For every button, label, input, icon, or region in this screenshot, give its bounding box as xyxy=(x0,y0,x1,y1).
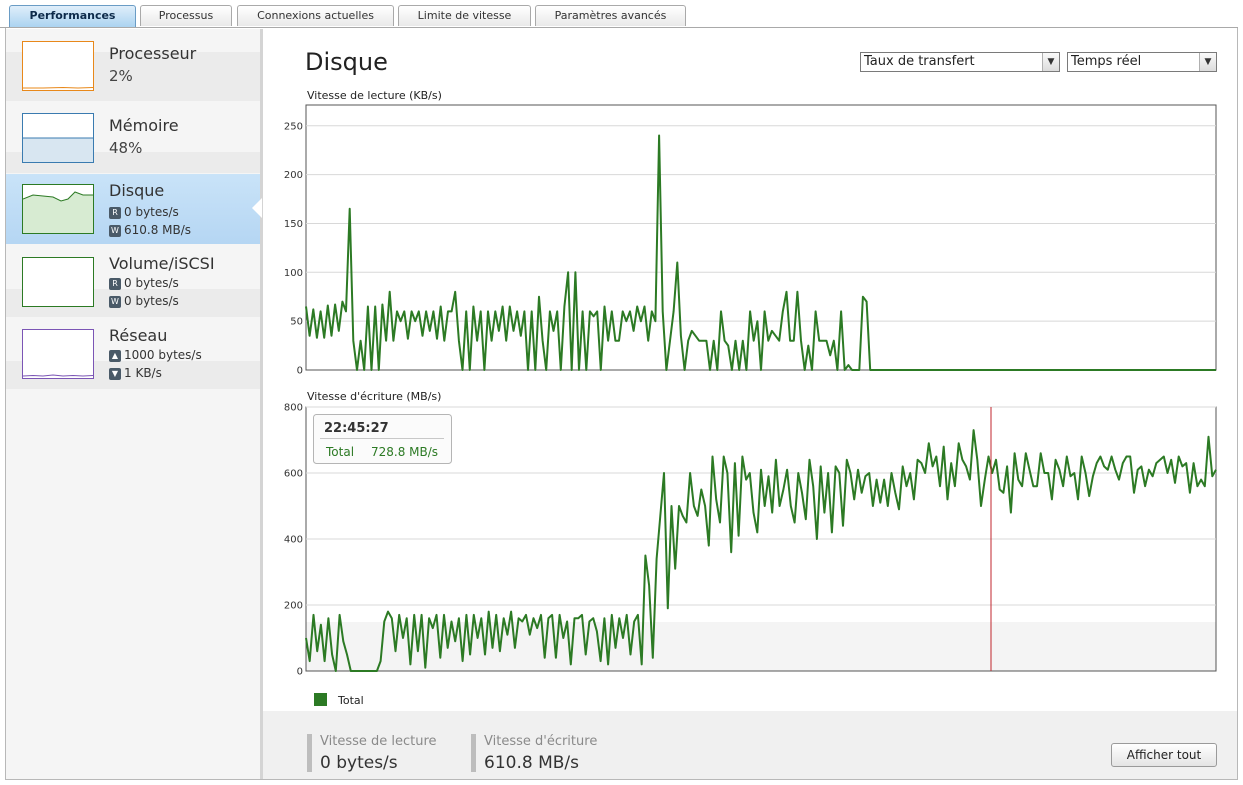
read-badge-icon: R xyxy=(109,278,121,290)
network-download-value: 1 KB/s xyxy=(124,366,162,380)
download-arrow-icon: ▼ xyxy=(109,368,121,380)
metric-select[interactable]: Taux de transfert ▼ xyxy=(860,52,1060,72)
tab-connexions-actuelles[interactable]: Connexions actuelles xyxy=(237,5,394,26)
sidebar-item-label: Volume/iSCSI xyxy=(109,254,215,273)
tab-divider xyxy=(0,27,1238,28)
sidebar-item-label: Réseau xyxy=(109,326,168,345)
upload-arrow-icon: ▲ xyxy=(109,350,121,362)
tab-bar: Performances Processus Connexions actuel… xyxy=(0,0,1243,28)
sidebar-item-processeur[interactable]: Processeur 2% xyxy=(6,35,260,101)
period-select[interactable]: Temps réel ▼ xyxy=(1067,52,1217,72)
memory-usage-value: 48% xyxy=(109,139,143,157)
cpu-thumbnail xyxy=(22,41,94,91)
read-chart-title: Vitesse de lecture (KB/s) xyxy=(307,89,442,102)
memory-mini-fill xyxy=(23,138,93,162)
network-upload-rate: ▲ 1000 bytes/s xyxy=(109,348,202,362)
volume-write-value: 0 bytes/s xyxy=(124,294,179,308)
network-upload-value: 1000 bytes/s xyxy=(124,348,202,362)
sidebar-item-label: Mémoire xyxy=(109,116,179,135)
sidebar-item-label: Processeur xyxy=(109,44,197,63)
read-speed-value: 0 bytes/s xyxy=(320,753,398,773)
network-download-rate: ▼ 1 KB/s xyxy=(109,366,162,380)
tab-limite-de-vitesse[interactable]: Limite de vitesse xyxy=(398,5,531,26)
tab-performances[interactable]: Performances xyxy=(9,5,136,28)
write-chart-title: Vitesse d'écriture (MB/s) xyxy=(307,390,442,403)
network-mini-line xyxy=(23,374,93,377)
main-panel xyxy=(263,29,1237,711)
tab-processus[interactable]: Processus xyxy=(140,5,232,26)
disk-write-value: 610.8 MB/s xyxy=(124,223,192,237)
write-badge-icon: W xyxy=(109,225,121,237)
volume-read-value: 0 bytes/s xyxy=(124,276,179,290)
sidebar-item-reseau[interactable]: Réseau ▲ 1000 bytes/s ▼ 1 KB/s xyxy=(6,317,260,389)
write-speed-value: 610.8 MB/s xyxy=(484,753,579,773)
memory-thumbnail xyxy=(22,113,94,163)
disk-mini-line xyxy=(23,191,93,202)
content-frame xyxy=(5,28,1238,780)
write-badge-icon: W xyxy=(109,296,121,308)
write-speed-label: Vitesse d'écriture xyxy=(484,734,598,749)
legend-label: Total xyxy=(338,694,364,707)
network-thumbnail xyxy=(22,329,94,379)
cpu-mini-line xyxy=(23,86,93,89)
disk-thumbnail xyxy=(22,184,94,234)
write-speed-stat: Vitesse d'écriture 610.8 MB/s xyxy=(471,734,598,773)
sidebar-item-memoire[interactable]: Mémoire 48% xyxy=(6,101,260,173)
read-speed-label: Vitesse de lecture xyxy=(320,734,437,749)
page-title: Disque xyxy=(305,48,388,76)
disk-read-value: 0 bytes/s xyxy=(124,205,179,219)
volume-thumbnail xyxy=(22,257,94,307)
disk-mini-fill xyxy=(23,192,93,233)
selection-pointer xyxy=(252,198,262,218)
tab-parametres-avances[interactable]: Paramètres avancés xyxy=(535,5,686,26)
footer-bar xyxy=(263,711,1237,779)
legend-swatch xyxy=(314,693,327,706)
cpu-usage-value: 2% xyxy=(109,67,133,85)
metric-select-value: Taux de transfert xyxy=(864,54,975,69)
show-all-button[interactable]: Afficher tout xyxy=(1111,743,1217,767)
read-badge-icon: R xyxy=(109,207,121,219)
period-select-value: Temps réel xyxy=(1071,54,1142,69)
chevron-down-icon: ▼ xyxy=(1199,53,1216,71)
sidebar-item-label: Disque xyxy=(109,181,165,200)
read-speed-stat: Vitesse de lecture 0 bytes/s xyxy=(307,734,437,773)
chevron-down-icon: ▼ xyxy=(1042,53,1059,71)
disk-write-rate: W 610.8 MB/s xyxy=(109,223,191,237)
